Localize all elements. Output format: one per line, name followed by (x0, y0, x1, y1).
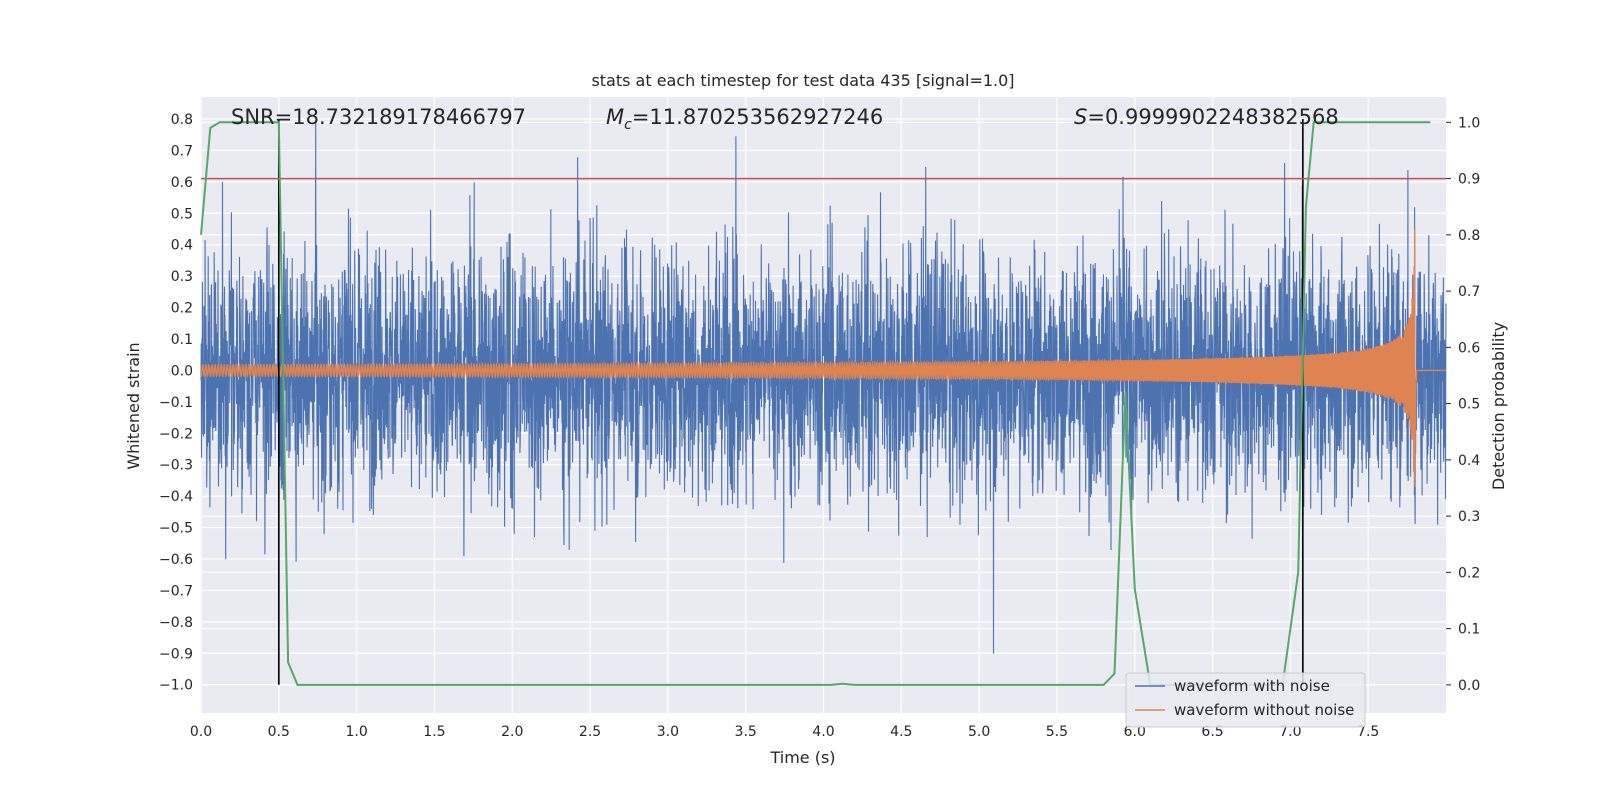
y-right-axis-label: Detection probability (1489, 322, 1508, 490)
x-tick-label: 4.5 (890, 724, 912, 740)
y-right-tick-label: 0.4 (1458, 453, 1480, 469)
legend-box (1125, 672, 1366, 728)
y-tick-label: 0.2 (171, 301, 193, 317)
x-tick-label: 0.0 (190, 724, 212, 740)
waveform-without-noise-series (200, 228, 1446, 487)
significance-value: =0.9999902248382568 (1087, 105, 1338, 129)
x-tick-label: 1.5 (423, 724, 445, 740)
legend: waveform with noise waveform without noi… (1125, 672, 1366, 728)
x-tick-label: 4.0 (812, 724, 834, 740)
x-axis-ticks: 0.0 0.5 1.0 1.5 2.0 2.5 3.0 3.5 4.0 4.5 5.0 5.5 6.0 6… (190, 724, 1379, 740)
x-axis-label: Time (s) (769, 748, 835, 767)
y-tick-label: −0.5 (159, 521, 193, 537)
y-tick-label: −0.6 (159, 552, 193, 568)
y-tick-label: −0.1 (159, 395, 193, 411)
legend-label-noise: waveform with noise (1174, 677, 1330, 695)
y-right-tick-label: 0.0 (1458, 678, 1480, 694)
x-tick-label: 7.5 (1357, 724, 1379, 740)
y-right-tick-label: 0.7 (1458, 284, 1480, 300)
x-tick-label: 2.5 (579, 724, 601, 740)
y-tick-label: 0.1 (171, 332, 193, 348)
y-tick-label: 0.3 (171, 269, 193, 285)
y-right-tick-label: 0.3 (1458, 509, 1480, 525)
x-tick-label: 1.0 (345, 724, 367, 740)
y-tick-label: 0.4 (171, 238, 193, 254)
y-tick-label: −0.8 (159, 615, 193, 631)
x-tick-label: 6.5 (1201, 724, 1223, 740)
chirp-mass-annotation: Mc=11.870253562927246 (606, 105, 883, 133)
y-tick-label: 0.8 (171, 112, 193, 128)
x-tick-label: 5.5 (1046, 724, 1068, 740)
x-tick-label: 2.0 (501, 724, 523, 740)
x-tick-label: 3.5 (735, 724, 757, 740)
y-right-tick-label: 1.0 (1458, 115, 1480, 131)
legend-label-clean: waveform without noise (1174, 701, 1354, 719)
x-tick-label: 7.0 (1279, 724, 1301, 740)
waveform-without-noise-line (200, 228, 1446, 487)
chirp-mass-value: =11.870253562927246 (632, 105, 883, 129)
x-tick-label: 6.0 (1124, 724, 1146, 740)
y-right-tick-label: 0.5 (1458, 397, 1480, 413)
y-right-axis-ticks: 1.0 0.9 0.8 0.7 0.6 0.5 0.4 0.3 0.2 0.1 0.0 (1446, 115, 1480, 694)
x-tick-label: 3.0 (657, 724, 679, 740)
y-tick-label: −0.7 (159, 583, 193, 599)
chirp-mass-symbol: M (606, 105, 624, 129)
x-tick-label: 5.0 (968, 724, 990, 740)
y-tick-label: −0.2 (159, 426, 193, 442)
significance-symbol: S (1074, 105, 1087, 129)
chart-title: stats at each timestep for test data 435… (591, 71, 1014, 90)
waveform-with-noise-line (200, 122, 1447, 654)
y-right-tick-label: 0.6 (1458, 340, 1480, 356)
y-right-tick-label: 0.1 (1458, 622, 1480, 638)
y-tick-label: −0.3 (159, 458, 193, 474)
significance-annotation: S=0.9999902248382568 (1074, 105, 1339, 129)
x-tick-label: 0.5 (268, 724, 290, 740)
y-tick-label: 0.7 (171, 143, 193, 159)
y-right-tick-label: 0.8 (1458, 228, 1480, 244)
y-tick-label: −1.0 (159, 678, 193, 694)
y-axis-ticks: 0.8 0.7 0.6 0.5 0.4 0.3 0.2 0.1 0.0 −0.1 −0.2 −0.3 −… (159, 112, 193, 694)
waveform-with-noise-series (200, 122, 1447, 654)
detection-probability-series (200, 121, 1431, 686)
chirp-mass-subscript: c (624, 117, 632, 133)
y-right-tick-label: 0.2 (1458, 565, 1480, 581)
y-tick-label: 0.0 (171, 363, 193, 379)
y-tick-label: −0.9 (159, 646, 193, 662)
detection-probability-line (200, 121, 1431, 686)
y-tick-label: 0.6 (171, 175, 193, 191)
snr-annotation: SNR=18.732189178466797 (231, 105, 526, 129)
y-axis-label: Whitened strain (124, 342, 143, 469)
vertical-markers (278, 119, 1304, 685)
y-right-tick-label: 0.9 (1458, 172, 1480, 188)
y-tick-label: 0.5 (171, 206, 193, 222)
y-tick-label: −0.4 (159, 489, 193, 505)
